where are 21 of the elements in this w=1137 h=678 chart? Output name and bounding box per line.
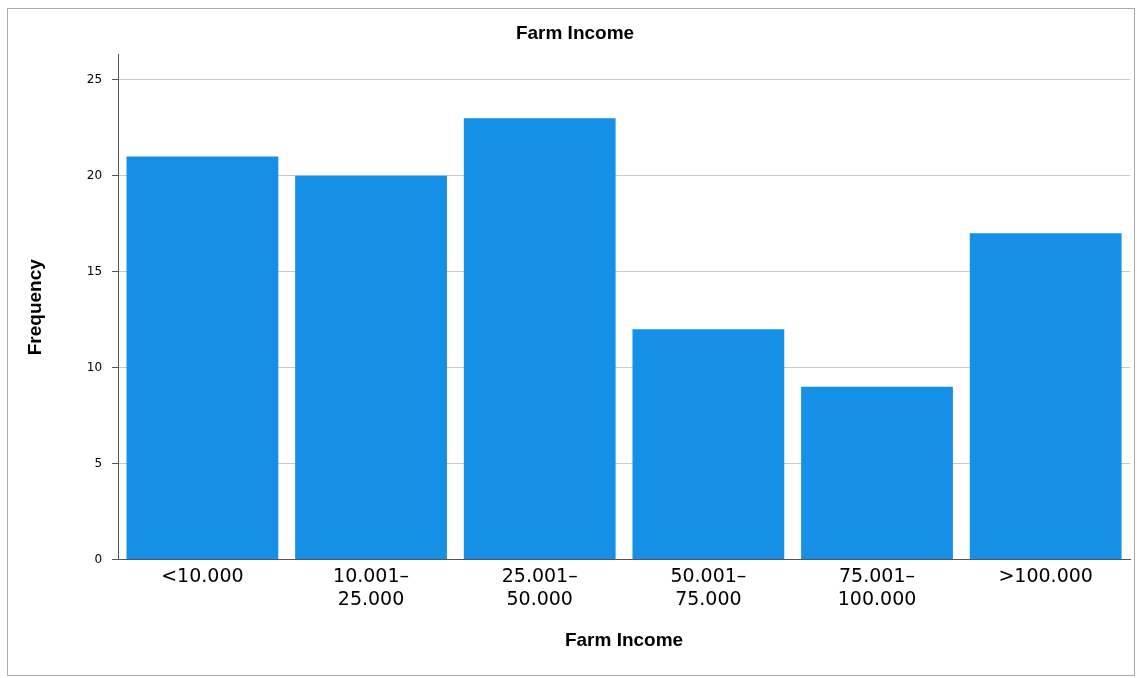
y-axis-title: Frequency (23, 258, 45, 356)
x-tick-label: 50.001–75.000 (670, 563, 747, 609)
x-tick-label: 75.001–100.000 (837, 563, 917, 609)
bar (463, 118, 616, 560)
x-tick-label: >100.000 (998, 563, 1093, 586)
y-tick-label: 5 (94, 455, 103, 470)
bar (295, 175, 447, 560)
chart-title: Farm Income (515, 21, 635, 43)
y-tick-label: 15 (86, 263, 103, 278)
x-tick-label: <10.000 (161, 563, 244, 586)
bar (969, 233, 1122, 560)
bar (632, 329, 785, 560)
x-tick-label: 10.001–25.000 (333, 563, 410, 609)
bar (801, 386, 953, 560)
y-tick-label: 25 (86, 71, 103, 86)
y-tick-label: 10 (86, 359, 103, 374)
y-tick-label: 0 (94, 551, 103, 566)
x-tick-label: 25.001–50.000 (501, 563, 578, 609)
x-axis-title: Farm Income (564, 628, 684, 650)
bar (126, 156, 279, 560)
y-tick-label: 20 (86, 167, 103, 182)
